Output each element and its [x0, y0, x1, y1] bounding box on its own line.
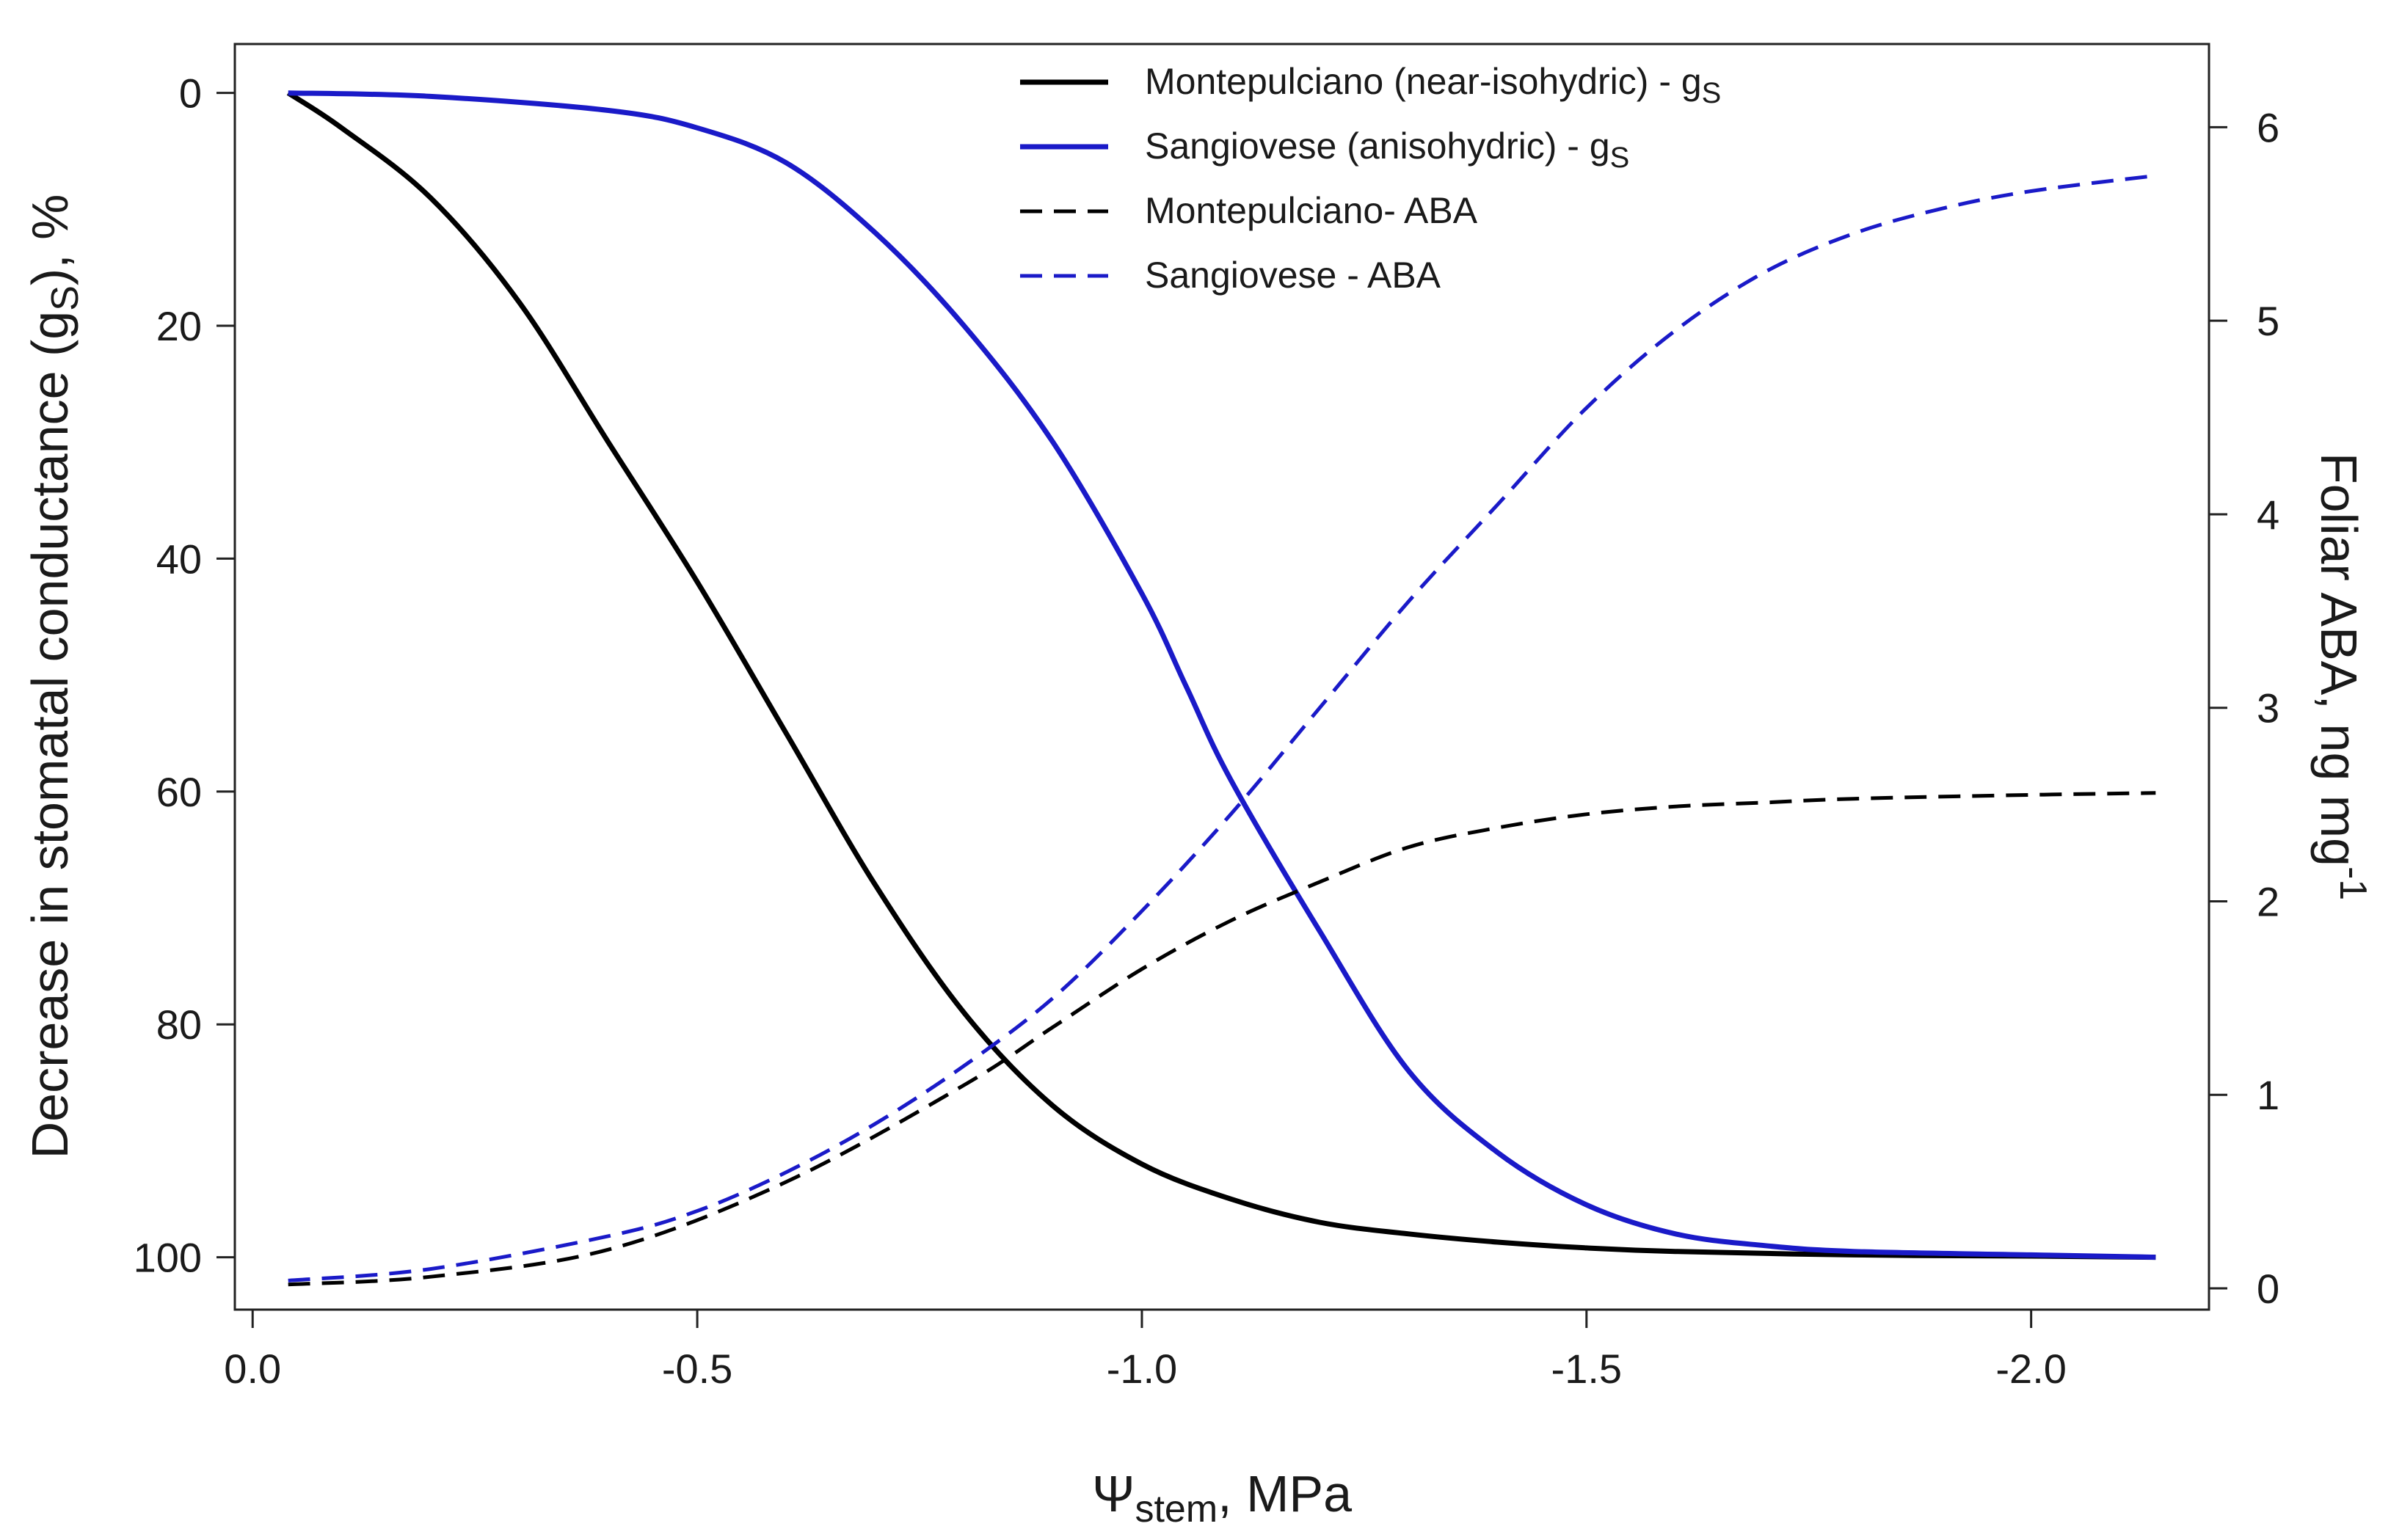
line-montepulciano-gs: [286, 90, 2156, 1260]
y-right-tick-label: 3: [2257, 685, 2279, 731]
legend-item-sangiovese-aba: Sangiovese - ABA: [1020, 255, 1441, 296]
y-right-tick-label: 5: [2257, 298, 2279, 344]
legend-item-montepulciano-gs: Montepulciano (near-isohydric) - gS: [1020, 61, 1721, 109]
y-left-tick-label: 20: [156, 303, 202, 349]
y-right-tick-label: 2: [2257, 878, 2279, 924]
legend-item-sangiovese-gs: Sangiovese (anisohydric) - gS: [1020, 125, 1629, 174]
y-left-axis-ticks: 0 20 40 60 80 100: [134, 70, 235, 1281]
legend-label-sangiovese-aba: Sangiovese - ABA: [1145, 255, 1441, 296]
x-tick-label: -1.0: [1107, 1346, 1178, 1392]
y-right-axis-title: Foliar ABA, ng mg-1: [2310, 453, 2374, 900]
legend-label-montepulciano-gs: Montepulciano (near-isohydric) - gS: [1145, 61, 1721, 109]
y-left-axis-title: Decrease in stomatal conductance (gS), %: [21, 194, 87, 1159]
x-tick-label: -2.0: [1995, 1346, 2067, 1392]
y-right-tick-label: 0: [2257, 1266, 2279, 1312]
legend: Montepulciano (near-isohydric) - gS Sang…: [1020, 61, 1721, 296]
y-right-tick-label: 4: [2257, 492, 2279, 538]
plot-frame: [233, 43, 2210, 1311]
x-axis-title: Ψstem, MPa: [1092, 1465, 1352, 1530]
x-axis-ticks: 0.0 -0.5 -1.0 -1.5 -2.0: [224, 1310, 2067, 1392]
y-left-tick-label: 80: [156, 1001, 202, 1048]
x-tick-label: -1.5: [1551, 1346, 1623, 1392]
legend-label-sangiovese-gs: Sangiovese (anisohydric) - gS: [1145, 125, 1629, 174]
legend-label-montepulciano-aba: Montepulciano- ABA: [1145, 190, 1478, 231]
line-montepulciano-aba: [288, 791, 2156, 1287]
y-left-tick-label: 60: [156, 769, 202, 815]
y-right-tick-label: 1: [2257, 1072, 2279, 1118]
x-tick-label: -0.5: [662, 1346, 733, 1392]
y-right-axis-ticks: 0 1 2 3 4 5 6: [2209, 104, 2279, 1312]
y-left-tick-label: 0: [179, 70, 202, 117]
series-lines: [286, 90, 2156, 1287]
legend-item-montepulciano-aba: Montepulciano- ABA: [1020, 190, 1478, 231]
line-sangiovese-gs: [288, 90, 2156, 1260]
y-right-tick-label: 6: [2257, 104, 2279, 150]
line-sangiovese-aba: [288, 173, 2156, 1282]
y-left-tick-label: 100: [134, 1235, 202, 1281]
y-left-tick-label: 40: [156, 536, 202, 582]
x-tick-label: 0.0: [224, 1346, 281, 1392]
